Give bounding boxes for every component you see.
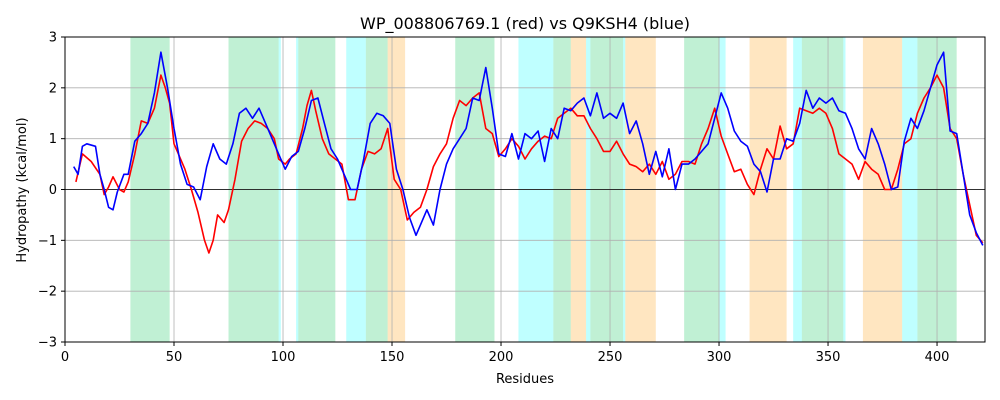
y-tick-label: −2: [38, 285, 57, 300]
series-lines: [73, 51, 984, 254]
y-tick-label: 0: [49, 183, 57, 198]
y-axis-ticks: −3 −2 −1 0 1 2 3: [38, 31, 65, 351]
x-tick-label: 150: [380, 350, 405, 365]
x-tick-label: 50: [166, 350, 183, 365]
red-series-line: [75, 74, 984, 254]
blue-series-line: [73, 51, 984, 246]
y-tick-label: 1: [49, 132, 57, 147]
x-axis-ticks: 0 50 100 150 200 250 300 350 400: [61, 342, 950, 365]
x-tick-label: 350: [816, 350, 841, 365]
y-tick-label: −3: [38, 336, 57, 351]
x-tick-label: 300: [707, 350, 732, 365]
x-tick-label: 250: [598, 350, 623, 365]
x-tick-label: 100: [271, 350, 296, 365]
x-tick-label: 400: [925, 350, 950, 365]
x-tick-label: 200: [489, 350, 514, 365]
y-tick-label: 2: [49, 81, 57, 96]
y-tick-label: −1: [38, 234, 57, 249]
chart-title: WP_008806769.1 (red) vs Q9KSH4 (blue): [360, 14, 690, 34]
y-axis-label: Hydropathy (kcal/mol): [15, 117, 30, 262]
y-tick-label: 3: [49, 31, 57, 46]
x-axis-label: Residues: [496, 372, 554, 387]
x-tick-label: 0: [61, 350, 69, 365]
